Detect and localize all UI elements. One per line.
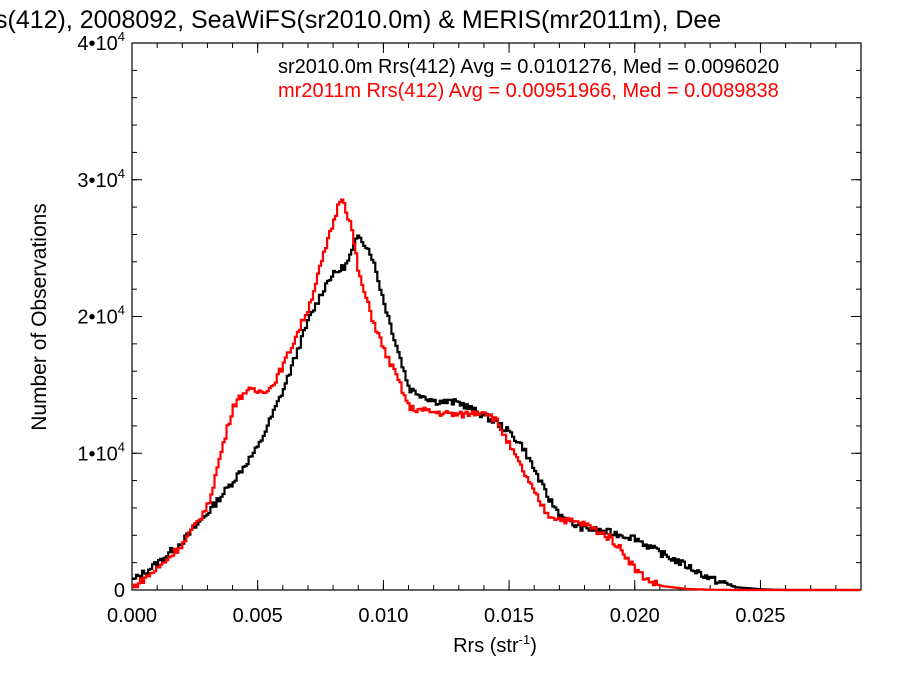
x-tick-label: 0.025 [735,605,785,627]
y-tick-label: 1•104 [77,439,125,465]
x-axis-label-sup: -1 [519,632,531,647]
annotation-series-1: sr2010.0m Rrs(412) Avg = 0.0101276, Med … [278,56,779,78]
y-axis-label: Number of Observations [28,203,51,431]
y-tick-label: 3•104 [77,166,125,192]
series-line-2 [132,198,860,592]
tick-labels: 0.000 0.005 0.010 0.015 0.020 0.025 0 1•104 2•10… [77,29,785,627]
x-axis-label-close: ) [530,635,537,657]
x-axis-label-main: Rrs (str [453,635,519,657]
chart-title: s(412), 2008092, SeaWiFS(sr2010.0m) & ME… [0,6,721,34]
x-tick-label: 0.010 [358,605,408,627]
y-tick-label: 0 [114,580,125,602]
plot-frame [131,42,862,591]
x-tick-label: 0.000 [107,605,157,627]
x-axis-label: Rrs (str-1) [453,632,537,657]
y-tick-label: 4•104 [77,29,125,55]
series-line-1 [132,234,860,592]
x-tick-label: 0.015 [484,605,534,627]
series-layer [132,198,860,592]
plot-axes [131,42,862,591]
x-tick-label: 0.020 [610,605,660,627]
y-tick-label: 2•104 [77,303,125,329]
x-tick-label: 0.005 [233,605,283,627]
annotation-series-2: mr2011m Rrs(412) Avg = 0.00951966, Med =… [278,80,779,102]
